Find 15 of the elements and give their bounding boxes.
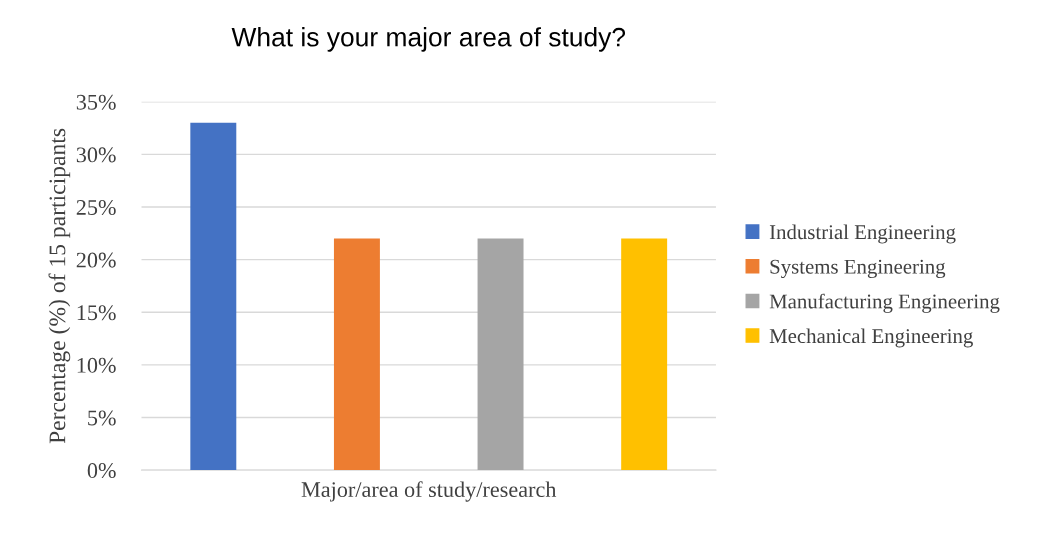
y-tick-label: 30% xyxy=(76,147,116,163)
y-tick-label: 10% xyxy=(77,357,116,373)
legend-label: Manufacturing Engineering xyxy=(769,293,1000,313)
y-tick-label: 0% xyxy=(87,463,116,479)
y-tick-label: 5% xyxy=(88,410,116,426)
y-tick-label: 20% xyxy=(76,252,116,268)
x-axis-title: Major/area of study/research xyxy=(301,481,557,502)
legend-label: Systems Engineering xyxy=(770,259,946,279)
y-axis-title: Percentage (%) of 15 participants xyxy=(48,128,71,444)
y-tick-label: 25% xyxy=(76,199,116,216)
y-tick-label: 15% xyxy=(77,305,116,321)
chart-title: What is your major area of study? xyxy=(231,27,626,52)
legend-label: Industrial Engineering xyxy=(769,224,956,244)
legend-label: Mechanical Engineering xyxy=(769,328,973,348)
y-tick-label: 35% xyxy=(76,94,116,110)
